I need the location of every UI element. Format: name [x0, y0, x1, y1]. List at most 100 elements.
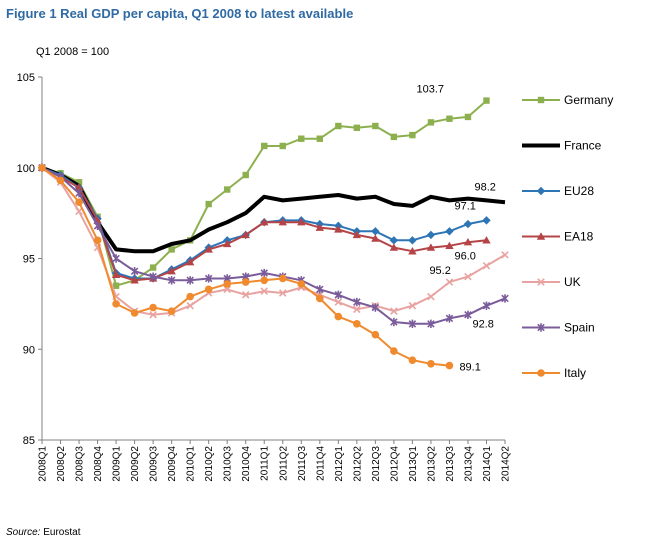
data-point: [186, 292, 194, 301]
data-point: [224, 186, 231, 193]
data-point: [427, 319, 435, 329]
y-tick-label: 105: [17, 72, 35, 84]
x-tick-label: 2013Q4: [463, 446, 474, 482]
data-point: [389, 236, 399, 245]
data-point: [371, 234, 380, 242]
x-tick-label: 2009Q3: [149, 446, 160, 482]
data-label: 98.2: [474, 181, 495, 193]
data-point: [536, 186, 546, 196]
data-point: [316, 285, 324, 294]
data-point: [149, 303, 157, 312]
x-tick-label: 2011Q1: [260, 446, 271, 481]
data-point: [482, 301, 491, 310]
data-point: [482, 216, 491, 225]
x-tick-label: 2012Q2: [352, 446, 363, 482]
data-point: [334, 298, 343, 306]
data-point: [426, 243, 436, 251]
data-point: [409, 131, 416, 139]
legend-item-eu28: EU28: [522, 184, 594, 198]
x-tick-label: 2010Q1: [186, 446, 197, 482]
data-point: [427, 119, 435, 126]
legend-label: France: [564, 139, 602, 153]
data-point: [315, 223, 324, 231]
data-point: [408, 319, 417, 329]
data-point: [279, 142, 286, 150]
data-point: [130, 309, 139, 317]
data-point: [149, 310, 157, 319]
legend-label: Germany: [564, 93, 613, 107]
data-point: [408, 247, 417, 255]
legend-label: UK: [564, 275, 581, 289]
data-label: 97.1: [454, 200, 475, 212]
data-point: [186, 301, 194, 310]
data-point: [93, 221, 102, 231]
data-point: [261, 142, 268, 150]
index-base-note: Q1 2008 = 100: [36, 46, 110, 58]
data-label: 103.7: [416, 84, 444, 96]
x-tick-label: 2013Q1: [408, 446, 419, 482]
data-label: 89.1: [459, 362, 480, 374]
data-point: [372, 122, 379, 130]
series-line: [41, 99, 488, 287]
data-point: [445, 314, 454, 323]
data-point: [353, 305, 361, 314]
data-point: [205, 200, 212, 208]
x-tick-label: 2014Q2: [501, 446, 512, 482]
x-tick-label: 2008Q4: [93, 446, 104, 482]
data-point: [242, 171, 249, 179]
data-point: [167, 267, 176, 275]
x-tick-label: 2010Q3: [223, 446, 234, 482]
data-point: [167, 307, 176, 315]
data-point: [223, 239, 232, 248]
data-point: [204, 285, 213, 294]
data-point: [482, 261, 491, 270]
y-tick-label: 100: [17, 163, 35, 175]
series-line: [41, 166, 450, 367]
data-point: [537, 96, 545, 104]
data-point: [93, 236, 102, 245]
data-point: [334, 225, 343, 233]
data-point: [149, 264, 157, 271]
data-point: [241, 230, 250, 239]
data-point: [223, 285, 231, 294]
series-france: [41, 165, 506, 254]
legend-label: Italy: [564, 366, 586, 380]
data-point: [186, 276, 194, 285]
data-point: [445, 361, 454, 370]
legend-label: Spain: [564, 321, 595, 335]
data-point: [130, 276, 139, 284]
legend-item-ea18: EA18: [522, 230, 594, 244]
data-point: [74, 183, 84, 191]
data-point: [75, 198, 83, 207]
x-tick-label: 2014Q1: [482, 446, 493, 482]
data-point: [278, 289, 287, 297]
data-point: [167, 276, 176, 285]
data-point: [371, 227, 380, 236]
data-point: [278, 274, 287, 283]
data-point: [316, 294, 324, 303]
x-tick-label: 2012Q3: [371, 446, 382, 482]
y-tick-label: 90: [23, 344, 35, 356]
data-point: [537, 369, 545, 377]
data-point: [353, 320, 361, 328]
x-tick-label: 2011Q4: [315, 446, 326, 481]
data-point: [260, 276, 269, 285]
data-point: [297, 280, 306, 288]
data-point: [408, 236, 417, 245]
legend-item-italy: Italy: [522, 366, 586, 380]
data-point: [112, 282, 120, 289]
data-point: [260, 287, 269, 295]
legend-item-spain: Spain: [522, 321, 595, 335]
data-point: [445, 227, 454, 236]
data-point: [464, 272, 472, 281]
data-point: [445, 241, 454, 249]
legend-item-germany: Germany: [522, 93, 613, 107]
x-tick-label: 2010Q2: [204, 446, 215, 482]
data-point: [334, 290, 343, 299]
data-point: [297, 218, 306, 226]
data-point: [390, 347, 398, 355]
data-point: [316, 135, 323, 142]
data-point: [260, 218, 269, 226]
x-tick-label: 2013Q2: [426, 446, 437, 482]
